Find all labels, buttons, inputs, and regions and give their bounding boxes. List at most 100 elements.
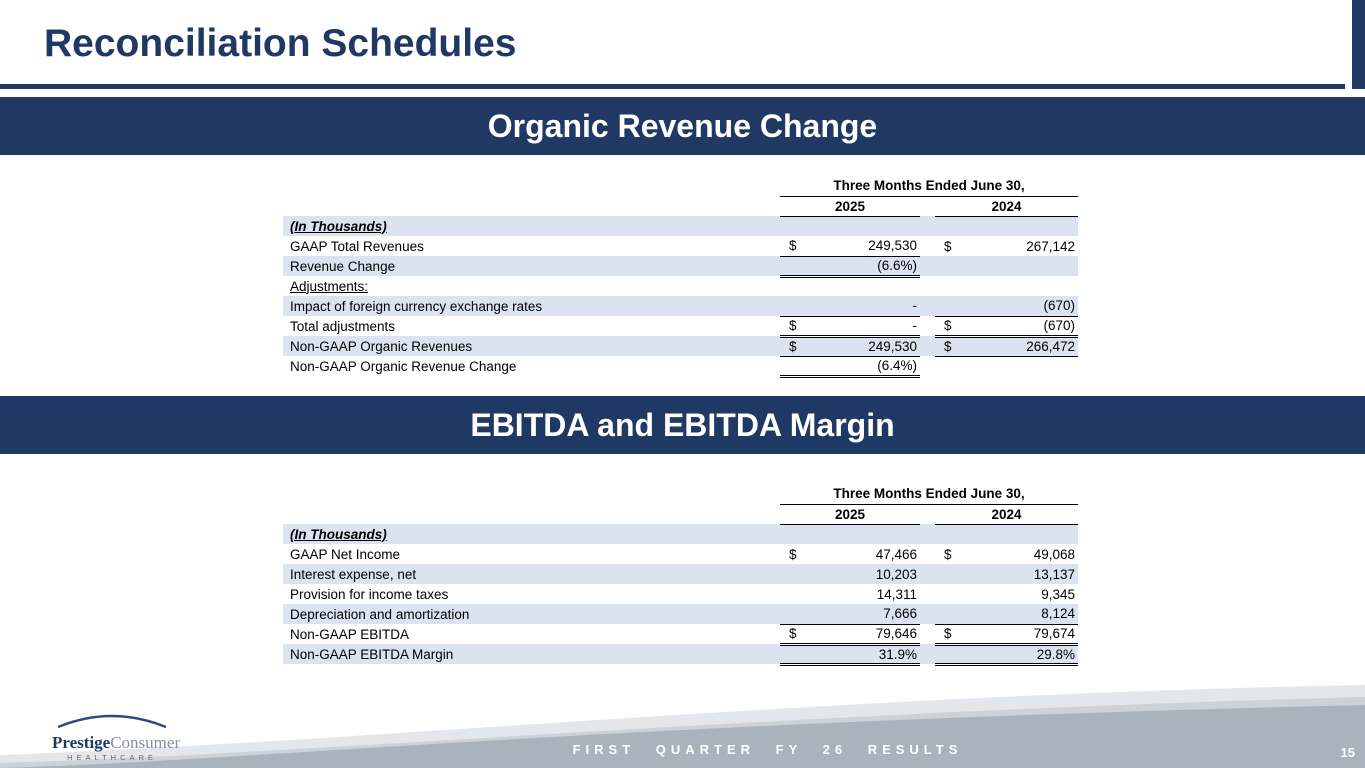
spacer-cell <box>283 484 780 504</box>
value-cell: 29.8% <box>957 644 1079 666</box>
value-cell <box>802 216 920 236</box>
year-column-header: 2024 <box>935 196 1079 217</box>
logo-arc-icon <box>57 714 167 729</box>
table-row: Non-GAAP Organic Revenues $ 249,530 $ 26… <box>283 336 1079 357</box>
row-label: Total adjustments <box>290 318 396 334</box>
value-cell <box>957 216 1079 236</box>
value-cell <box>802 276 920 296</box>
dollar-sign-cell <box>935 216 957 236</box>
value-cell: 7,666 <box>802 604 920 625</box>
spacer-cell <box>283 504 780 524</box>
value-cell: - <box>802 316 920 338</box>
value-cell: 9,345 <box>1041 586 1076 602</box>
dollar-sign-cell <box>780 256 802 278</box>
logo-name: PrestigeConsumer <box>52 733 180 752</box>
value-cell: 266,472 <box>957 336 1079 357</box>
dollar-sign-cell <box>935 604 957 625</box>
spacer-cell <box>920 504 935 524</box>
dollar-sign-cell: $ <box>935 336 957 357</box>
table-row: Adjustments: <box>283 276 1078 296</box>
ebitda-table: Three Months Ended June 30, 2025 2024 (I… <box>283 484 1079 666</box>
spacer-cell <box>920 196 935 216</box>
value-cell: 49,068 <box>1033 546 1076 562</box>
value-cell: (670) <box>957 316 1079 338</box>
spacer-cell <box>283 196 780 216</box>
value-cell: 249,530 <box>802 336 920 357</box>
dollar-sign-cell <box>780 296 802 317</box>
dollar-sign-cell <box>780 276 802 296</box>
value-cell <box>957 256 1079 276</box>
dollar-sign-cell: $ <box>789 546 797 562</box>
spacer-cell <box>920 256 935 276</box>
row-label: Impact of foreign currency exchange rate… <box>283 296 780 316</box>
period-header: Three Months Ended June 30, <box>780 176 1079 197</box>
spacer-cell <box>920 276 935 296</box>
dollar-sign-cell <box>780 564 802 584</box>
table-header-row: 2025 2024 <box>283 196 1079 217</box>
value-cell: 13,137 <box>957 564 1079 584</box>
row-label: Non-GAAP EBITDA <box>290 626 410 642</box>
year-column-header: 2024 <box>935 504 1079 525</box>
value-cell: (6.4%) <box>802 356 920 378</box>
row-label: (In Thousands) <box>283 524 780 544</box>
dollar-sign-cell <box>780 644 802 666</box>
dollar-sign-cell <box>780 584 802 604</box>
spacer-cell <box>283 176 780 196</box>
company-logo: PrestigeConsumer HEALTHCARE <box>52 714 180 762</box>
dollar-sign-cell <box>935 296 957 317</box>
dollar-sign-cell <box>780 524 802 544</box>
spacer-cell <box>920 524 935 544</box>
value-cell <box>957 276 1078 296</box>
spacer-cell <box>920 316 935 336</box>
value-cell: - <box>802 296 920 317</box>
value-cell <box>957 524 1079 544</box>
row-label: GAAP Net Income <box>290 546 401 562</box>
dollar-sign-cell <box>935 276 957 296</box>
dollar-sign-cell: $ <box>944 238 952 254</box>
dollar-sign-cell: $ <box>780 236 802 257</box>
row-label: Non-GAAP Organic Revenues <box>283 336 780 356</box>
value-cell: (670) <box>957 296 1079 317</box>
spacer-cell <box>920 216 935 236</box>
table-row: GAAP Net Income $ 47,466 $ 49,068 <box>283 544 1078 564</box>
organic-revenue-table: Three Months Ended June 30, 2025 2024 (I… <box>283 176 1079 378</box>
table-header-row: Three Months Ended June 30, <box>283 176 1079 197</box>
value-cell: 31.9% <box>802 644 920 666</box>
table-header-row: 2025 2024 <box>283 504 1079 525</box>
table-row: (In Thousands) <box>283 216 1079 236</box>
row-label: GAAP Total Revenues <box>290 238 424 254</box>
corner-accent <box>1352 0 1365 89</box>
dollar-sign-cell: $ <box>944 546 952 562</box>
spacer-cell <box>920 544 935 564</box>
table-row: Total adjustments $ - $ (670) <box>283 316 1079 338</box>
table-row: Interest expense, net 10,203 13,137 <box>283 564 1079 584</box>
logo-healthcare: HEALTHCARE <box>67 753 157 762</box>
spacer-cell <box>920 624 935 644</box>
period-header: Three Months Ended June 30, <box>780 484 1079 505</box>
footer-wave <box>0 685 1365 768</box>
dollar-sign-cell: $ <box>935 624 957 646</box>
dollar-sign-cell <box>935 356 957 376</box>
page-number: 15 <box>1340 745 1355 760</box>
value-cell: 47,466 <box>875 546 917 562</box>
table-row: Non-GAAP EBITDA $ 79,646 $ 79,674 <box>283 624 1079 646</box>
row-label: Provision for income taxes <box>290 586 449 602</box>
section-banner-organic-revenue-change: Organic Revenue Change <box>0 97 1365 155</box>
page-title: Reconciliation Schedules <box>44 22 517 65</box>
row-label: Revenue Change <box>283 256 780 276</box>
spacer-cell <box>920 604 935 624</box>
spacer-cell <box>920 564 935 584</box>
dollar-sign-cell <box>935 564 957 584</box>
value-cell: 79,674 <box>957 624 1079 646</box>
logo-name-light: Consumer <box>110 733 181 752</box>
footer-banner-text: FIRST QUARTER FY 26 RESULTS <box>572 742 963 757</box>
footer: PrestigeConsumer HEALTHCARE FIRST QUARTE… <box>0 683 1365 768</box>
year-column-header: 2025 <box>780 504 920 525</box>
logo-name-bold: Prestige <box>52 733 111 752</box>
value-cell: 79,646 <box>802 624 920 646</box>
table-row: Non-GAAP Organic Revenue Change (6.4%) <box>283 356 1078 378</box>
table-row: GAAP Total Revenues $ 249,530 $ 267,142 <box>283 236 1078 257</box>
spacer-cell <box>920 336 935 356</box>
dollar-sign-cell <box>935 584 957 604</box>
value-cell: 249,530 <box>802 236 920 257</box>
